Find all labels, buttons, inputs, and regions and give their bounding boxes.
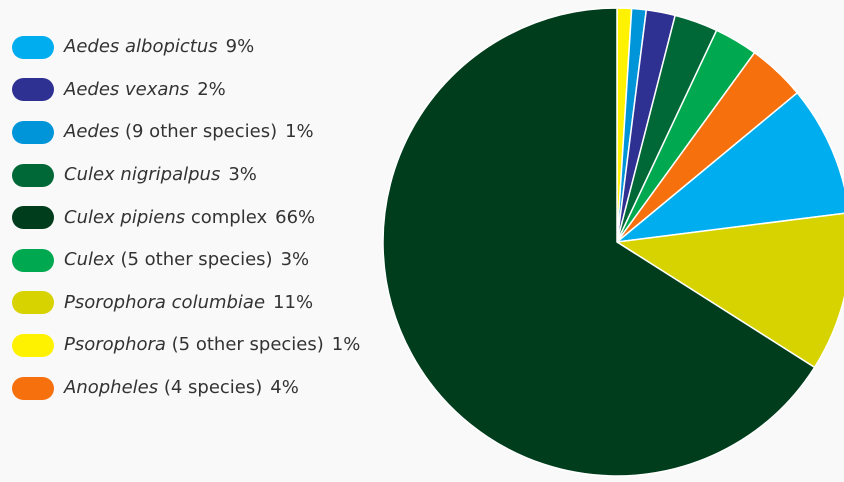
- legend-swatch: [12, 78, 54, 102]
- legend-percent: 9%: [225, 36, 255, 58]
- legend-item: Aedes (9 other species) 1%: [12, 111, 360, 154]
- legend-swatch: [12, 291, 54, 315]
- legend-label: Culex pipiens complex 66%: [64, 206, 316, 228]
- legend-genus: Aedes albopictus: [64, 36, 218, 58]
- legend-percent: 11%: [273, 291, 314, 313]
- legend-rest: (5 other species): [114, 249, 273, 271]
- legend-genus: Culex pipiens: [64, 206, 186, 228]
- legend-item: Culex nigripalpus 3%: [12, 154, 360, 197]
- legend-label: Psorophora (5 other species) 1%: [64, 336, 360, 354]
- legend-genus: Culex nigripalpus: [64, 164, 221, 186]
- pie-slice: [382, 7, 816, 477]
- legend-swatch: [12, 376, 54, 400]
- legend-genus: Aedes vexans: [64, 78, 190, 100]
- legend-percent: 1%: [285, 121, 314, 143]
- legend-item: Culex pipiens complex 66%: [12, 196, 360, 239]
- legend-percent: 1%: [331, 334, 361, 356]
- pie-slice: [616, 92, 844, 243]
- legend-swatch: [12, 206, 54, 230]
- legend-rest: (4 species): [158, 377, 263, 399]
- legend: Aedes albopictus 9% Aedes vexans 2% Aedes (9…: [12, 26, 360, 409]
- legend-percent: 3%: [280, 249, 310, 271]
- legend-label: Aedes albopictus 9%: [64, 38, 254, 56]
- legend-item: Culex (5 other species) 3%: [12, 239, 360, 282]
- legend-label: Psorophora columbiae 11%: [64, 291, 314, 313]
- legend-item: Anopheles (4 species) 4%: [12, 367, 360, 410]
- legend-swatch: [12, 248, 54, 272]
- legend-label: Culex nigripalpus 3%: [64, 166, 257, 184]
- legend-label: Aedes (9 other species) 1%: [64, 123, 314, 141]
- legend-swatch: [12, 333, 54, 357]
- legend-item: Psorophora columbiae 11%: [12, 282, 360, 325]
- legend-item: Aedes vexans 2%: [12, 69, 360, 112]
- legend-swatch: [12, 120, 54, 144]
- legend-swatch: [12, 35, 54, 59]
- legend-genus: Culex: [64, 249, 115, 271]
- legend-swatch: [12, 163, 54, 187]
- legend-genus: Psorophora: [64, 334, 166, 356]
- legend-percent: 3%: [228, 164, 257, 186]
- legend-percent: 66%: [275, 206, 316, 228]
- legend-label: Culex (5 other species) 3%: [64, 251, 309, 269]
- legend-item: Psorophora (5 other species) 1%: [12, 324, 360, 367]
- legend-genus: Psorophora columbiae: [64, 291, 266, 313]
- legend-rest: (9 other species): [119, 121, 278, 143]
- legend-percent: 4%: [270, 377, 299, 399]
- legend-label: Anopheles (4 species) 4%: [64, 379, 299, 397]
- pie-slice: [616, 212, 844, 369]
- legend-genus: Anopheles: [64, 377, 159, 399]
- legend-item: Aedes albopictus 9%: [12, 26, 360, 69]
- legend-label: Aedes vexans 2%: [64, 78, 226, 100]
- legend-rest: (5 other species): [165, 334, 324, 356]
- legend-rest: complex: [185, 206, 268, 228]
- legend-percent: 2%: [197, 78, 226, 100]
- legend-genus: Aedes: [64, 121, 120, 143]
